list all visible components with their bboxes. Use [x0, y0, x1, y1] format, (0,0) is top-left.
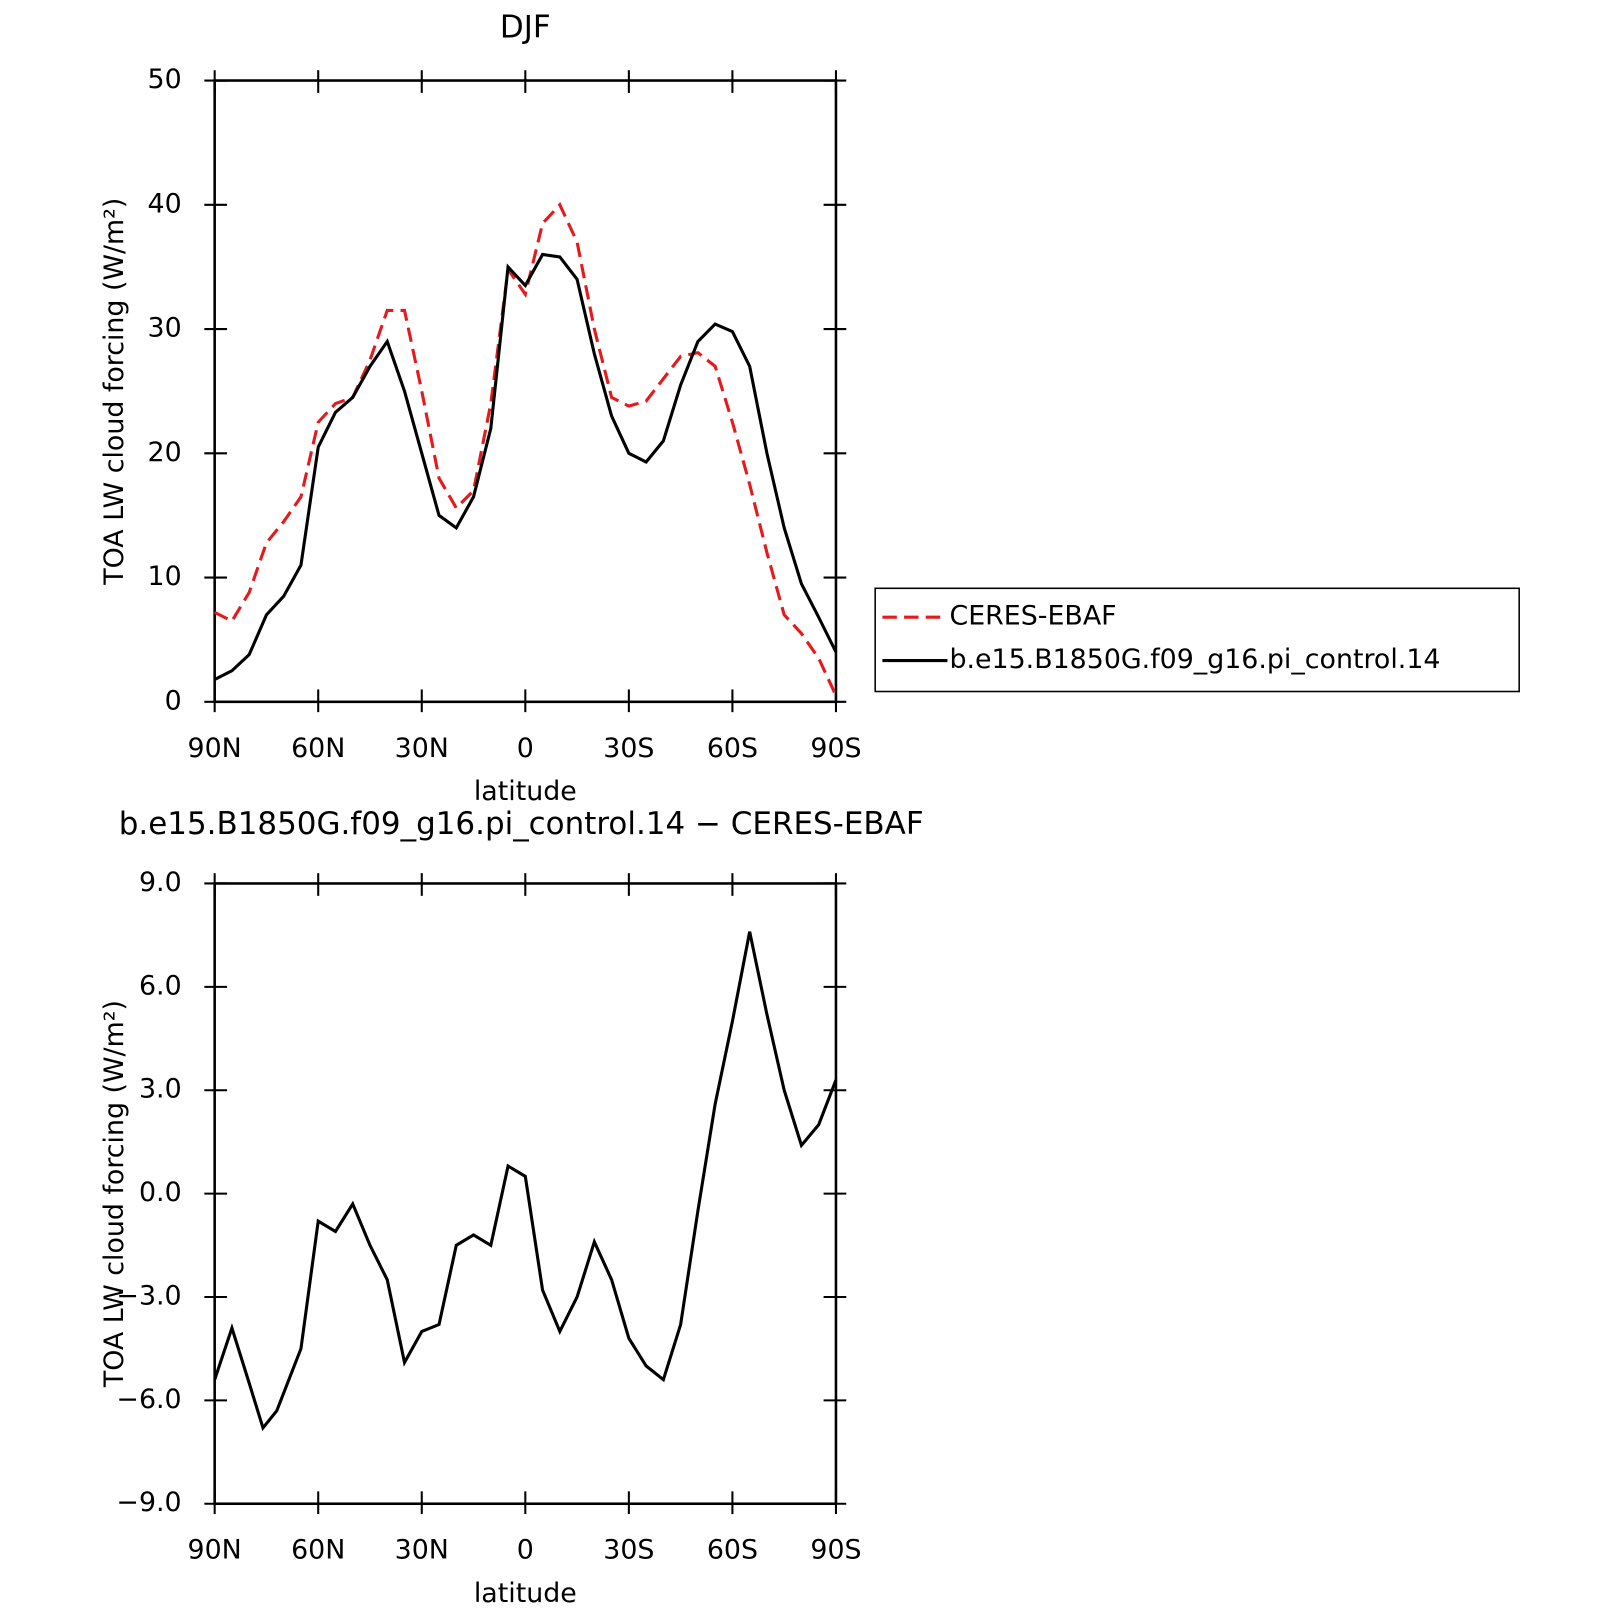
- legend-label: b.e15.B1850G.f09_g16.pi_control.14: [949, 644, 1440, 675]
- x-tick-label: 90N: [188, 733, 242, 764]
- y-tick-label: 50: [148, 64, 182, 95]
- x-tick-label: 30N: [395, 1535, 449, 1566]
- y-tick-label: 3.0: [139, 1074, 182, 1105]
- y-tick-label: 0.0: [139, 1177, 182, 1208]
- y-axis-label: TOA LW cloud forcing (W/m²): [99, 1000, 130, 1388]
- x-tick-label: 60S: [707, 1535, 758, 1566]
- y-tick-label: 10: [148, 561, 182, 592]
- data-line: [213, 252, 838, 681]
- y-tick-label: 30: [148, 313, 182, 344]
- y-tick-label: −3.0: [116, 1280, 181, 1311]
- chart-title: DJF: [500, 9, 551, 45]
- data-line: [213, 202, 838, 697]
- x-tick-label: 90S: [810, 1535, 861, 1566]
- x-tick-label: 60N: [291, 733, 345, 764]
- chart-title: b.e15.B1850G.f09_g16.pi_control.14 − CER…: [119, 806, 924, 842]
- y-tick-label: −6.0: [116, 1384, 181, 1415]
- x-tick-label: 0: [517, 1535, 534, 1566]
- legend-box: [874, 587, 1520, 693]
- y-tick-label: 0: [165, 685, 182, 716]
- plot-frame: [213, 79, 838, 704]
- x-tick-label: 30S: [603, 1535, 654, 1566]
- y-tick-label: 9.0: [139, 867, 182, 898]
- x-tick-label: 0: [517, 733, 534, 764]
- legend-label: CERES-EBAF: [949, 601, 1116, 632]
- x-tick-label: 90N: [188, 1535, 242, 1566]
- y-tick-label: 40: [148, 188, 182, 219]
- x-axis-label: latitude: [474, 776, 577, 807]
- x-tick-label: 60N: [291, 1535, 345, 1566]
- x-tick-label: 30S: [603, 733, 654, 764]
- x-tick-label: 90S: [810, 733, 861, 764]
- y-tick-label: 6.0: [139, 970, 182, 1001]
- x-tick-label: 60S: [707, 733, 758, 764]
- x-tick-label: 30N: [395, 733, 449, 764]
- y-tick-label: 20: [148, 437, 182, 468]
- x-axis-label: latitude: [474, 1578, 577, 1608]
- data-line: [213, 931, 838, 1432]
- y-axis-label: TOA LW cloud forcing (W/m²): [99, 198, 130, 586]
- plot-frame: [213, 882, 838, 1506]
- y-tick-label: −9.0: [116, 1487, 181, 1518]
